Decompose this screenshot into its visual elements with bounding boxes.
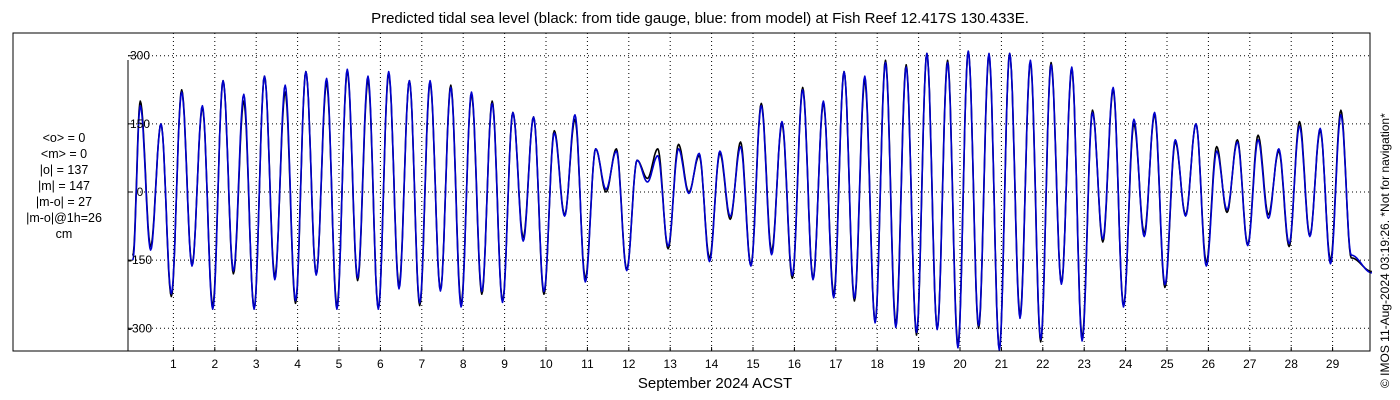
x-tick-label: 18 [871, 357, 885, 371]
x-tick-label: 10 [539, 357, 553, 371]
x-tick-label: 3 [253, 357, 260, 371]
x-tick-label: 5 [336, 357, 343, 371]
y-tick-label: 150 [130, 117, 150, 131]
x-tick-label: 24 [1119, 357, 1133, 371]
stat-unit: cm [55, 227, 73, 241]
stat-mean-model: <m> = 0 [40, 147, 88, 161]
x-tick-label: 7 [418, 357, 425, 371]
grid-lines [128, 33, 1370, 351]
x-tick-label: 29 [1326, 357, 1340, 371]
copyright-note: © IMOS 11-Aug-2024 03:19:26. *Not for na… [1378, 113, 1392, 388]
copyright-note-container: © IMOS 11-Aug-2024 03:19:26. *Not for na… [1376, 0, 1396, 400]
x-tick-label: 11 [581, 357, 594, 371]
y-tick-label: 0 [137, 185, 144, 199]
y-tick-label: -150 [128, 253, 152, 267]
x-tick-label: 6 [377, 357, 384, 371]
x-tick-label: 14 [705, 357, 719, 371]
stat-abs-observed: |o| = 137 [39, 163, 89, 177]
x-tick-label: 9 [501, 357, 508, 371]
x-tick-label: 12 [622, 357, 636, 371]
stat-abs-diff: |m-o| = 27 [35, 195, 93, 209]
x-tick-label: 23 [1078, 357, 1092, 371]
series-lines [132, 50, 1373, 351]
x-tick-label: 15 [746, 357, 760, 371]
x-tick-label: 8 [460, 357, 467, 371]
stat-abs-model: |m| = 147 [37, 179, 90, 193]
stat-abs-diff-1h: |m-o|@1h=26 [26, 211, 102, 225]
series-line-model [132, 50, 1373, 351]
x-tick-label: 1 [170, 357, 177, 371]
x-tick-label: 22 [1036, 357, 1050, 371]
series-line-tide-gauge [132, 50, 1372, 350]
x-tick-label: 4 [294, 357, 301, 371]
x-tick-label: 28 [1285, 357, 1299, 371]
x-tick-label: 27 [1243, 357, 1257, 371]
x-tick-label: 21 [995, 357, 1009, 371]
statistics-panel: <o> = 0 <m> = 0 |o| = 137 |m| = 147 |m-o… [8, 130, 120, 242]
x-tick-label: 2 [211, 357, 218, 371]
x-tick-label: 20 [953, 357, 967, 371]
y-tick-label: 300 [130, 49, 150, 63]
x-tick-label: 13 [664, 357, 678, 371]
plot-frame [12, 32, 1371, 352]
x-tick-label: 17 [829, 357, 843, 371]
x-tick-label: 25 [1160, 357, 1174, 371]
y-tick-label: -300 [128, 321, 152, 335]
x-tick-label: 16 [788, 357, 802, 371]
stat-mean-observed: <o> = 0 [42, 131, 86, 145]
chart-title: Predicted tidal sea level (black: from t… [371, 10, 1029, 27]
x-tick-label: 26 [1202, 357, 1216, 371]
x-axis-label: September 2024 ACST [637, 375, 793, 392]
x-tick-label: 19 [912, 357, 926, 371]
